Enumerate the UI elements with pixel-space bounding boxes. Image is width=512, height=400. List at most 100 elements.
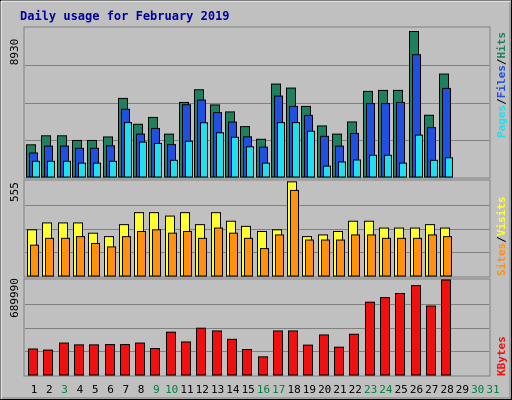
bar-pages-day-9	[154, 142, 162, 178]
bar-kbytes-day-14	[227, 338, 237, 376]
day-label-17: 17	[272, 383, 285, 396]
bar-kbytes-day-13	[212, 330, 222, 376]
bar-pages-day-23	[369, 154, 377, 178]
svg-text:Sites/Visits: Sites/Visits	[495, 197, 508, 277]
bar-kbytes-day-7	[120, 344, 130, 376]
day-label-29: 29	[456, 383, 469, 396]
day-label-23: 23	[364, 383, 377, 396]
day-label-10: 10	[165, 383, 178, 396]
day-label-1: 1	[31, 383, 38, 396]
bar-sites-day-9	[152, 229, 161, 277]
legend-sep-1: /	[495, 98, 508, 105]
bar-pages-day-8	[139, 141, 147, 178]
bar-kbytes-day-15	[242, 349, 252, 376]
bar-pages-day-15	[246, 146, 254, 178]
bar-kbytes-day-11	[181, 341, 191, 376]
day-label-22: 22	[349, 383, 362, 396]
bar-sites-day-19	[305, 239, 314, 277]
bar-sites-day-17	[275, 234, 284, 277]
bar-sites-day-16	[260, 248, 269, 277]
day-label-18: 18	[287, 383, 300, 396]
day-label-16: 16	[257, 383, 270, 396]
bar-sites-day-4	[76, 236, 85, 277]
day-label-2: 2	[46, 383, 53, 396]
day-label-7: 7	[122, 383, 129, 396]
bar-sites-day-15	[244, 237, 253, 277]
bot-ymax-label: 689990	[8, 278, 21, 318]
bar-pages-day-18	[292, 122, 300, 178]
legend-pages: Pages	[495, 105, 508, 138]
bar-sites-day-27	[428, 234, 437, 277]
bar-kbytes-day-26	[411, 285, 421, 376]
bar-pages-day-5	[93, 162, 101, 178]
bar-kbytes-day-19	[303, 344, 313, 376]
legend-hits: Hits	[495, 32, 508, 59]
day-label-4: 4	[77, 383, 84, 396]
bar-kbytes-day-1	[28, 348, 38, 376]
bar-kbytes-day-6	[105, 344, 115, 376]
legend-mid: Sites/Visits	[495, 197, 508, 277]
bar-kbytes-day-8	[135, 342, 145, 376]
bar-pages-day-10	[170, 159, 178, 178]
bar-sites-day-14	[229, 232, 238, 277]
bar-pages-day-7	[124, 122, 132, 178]
bar-sites-day-28	[443, 236, 452, 277]
day-labels: 1 2 3 4 5 6 7 8 9 10 11 12 13 14 15 16 17 18 19 20 21 22 23 24 2…	[31, 383, 500, 396]
bar-kbytes-day-17	[273, 330, 283, 376]
day-label-28: 28	[440, 383, 453, 396]
mid-ymax-label: 555	[8, 182, 21, 202]
bar-sites-day-13	[214, 227, 223, 277]
bar-sites-day-5	[91, 242, 100, 277]
day-label-15: 15	[242, 383, 255, 396]
bar-sites-day-21	[336, 239, 345, 277]
bar-pages-day-2	[47, 160, 55, 178]
bar-pages-day-1	[32, 160, 40, 178]
bar-kbytes-day-2	[43, 349, 53, 376]
bar-kbytes-day-12	[196, 327, 206, 376]
bar-sites-day-20	[321, 239, 330, 277]
bar-pages-day-4	[78, 162, 86, 178]
chart-title: Daily usage for February 2019	[20, 9, 230, 23]
bar-kbytes-day-9	[150, 348, 160, 376]
bar-kbytes-day-20	[319, 334, 329, 376]
day-label-3: 3	[61, 383, 68, 396]
svg-text:KBytes: KBytes	[495, 336, 508, 376]
bar-pages-day-19	[307, 130, 315, 178]
day-label-27: 27	[425, 383, 438, 396]
bar-kbytes-day-4	[74, 344, 84, 376]
day-label-21: 21	[333, 383, 346, 396]
bar-kbytes-day-25	[395, 292, 405, 376]
bar-kbytes-day-10	[166, 331, 176, 376]
bar-sites-day-3	[61, 237, 70, 277]
bar-pages-day-20	[323, 165, 331, 178]
day-label-25: 25	[395, 383, 408, 396]
legend-sep-2: /	[495, 58, 508, 65]
bar-sites-day-22	[351, 234, 360, 277]
day-label-12: 12	[196, 383, 209, 396]
bar-kbytes-day-21	[334, 346, 344, 376]
svg-text:Pages/Files/Hits: Pages/Files/Hits	[495, 32, 508, 138]
bar-sites-day-10	[168, 232, 177, 277]
bar-pages-day-3	[63, 160, 71, 178]
bar-pages-day-26	[415, 134, 423, 178]
bars	[26, 31, 453, 376]
bar-kbytes-day-27	[426, 305, 436, 376]
bar-pages-day-21	[338, 161, 346, 178]
bar-pages-day-17	[277, 122, 285, 178]
bar-sites-day-12	[198, 237, 207, 277]
legend-visits: Visits	[495, 197, 508, 237]
day-label-13: 13	[211, 383, 224, 396]
day-label-30: 30	[471, 383, 484, 396]
bar-pages-day-6	[109, 160, 117, 178]
legend-files: Files	[495, 65, 508, 98]
bar-sites-day-6	[107, 246, 116, 277]
day-label-19: 19	[303, 383, 316, 396]
day-label-8: 8	[138, 383, 145, 396]
bar-pages-day-22	[353, 159, 361, 178]
bar-pages-day-16	[262, 162, 270, 178]
bar-kbytes-day-5	[89, 344, 99, 376]
bar-sites-day-25	[397, 237, 406, 277]
bar-kbytes-day-23	[365, 301, 375, 376]
legend-sep-3: /	[495, 236, 508, 243]
